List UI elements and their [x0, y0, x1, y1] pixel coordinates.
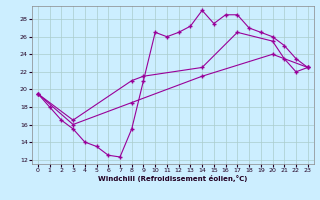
X-axis label: Windchill (Refroidissement éolien,°C): Windchill (Refroidissement éolien,°C)	[98, 175, 247, 182]
